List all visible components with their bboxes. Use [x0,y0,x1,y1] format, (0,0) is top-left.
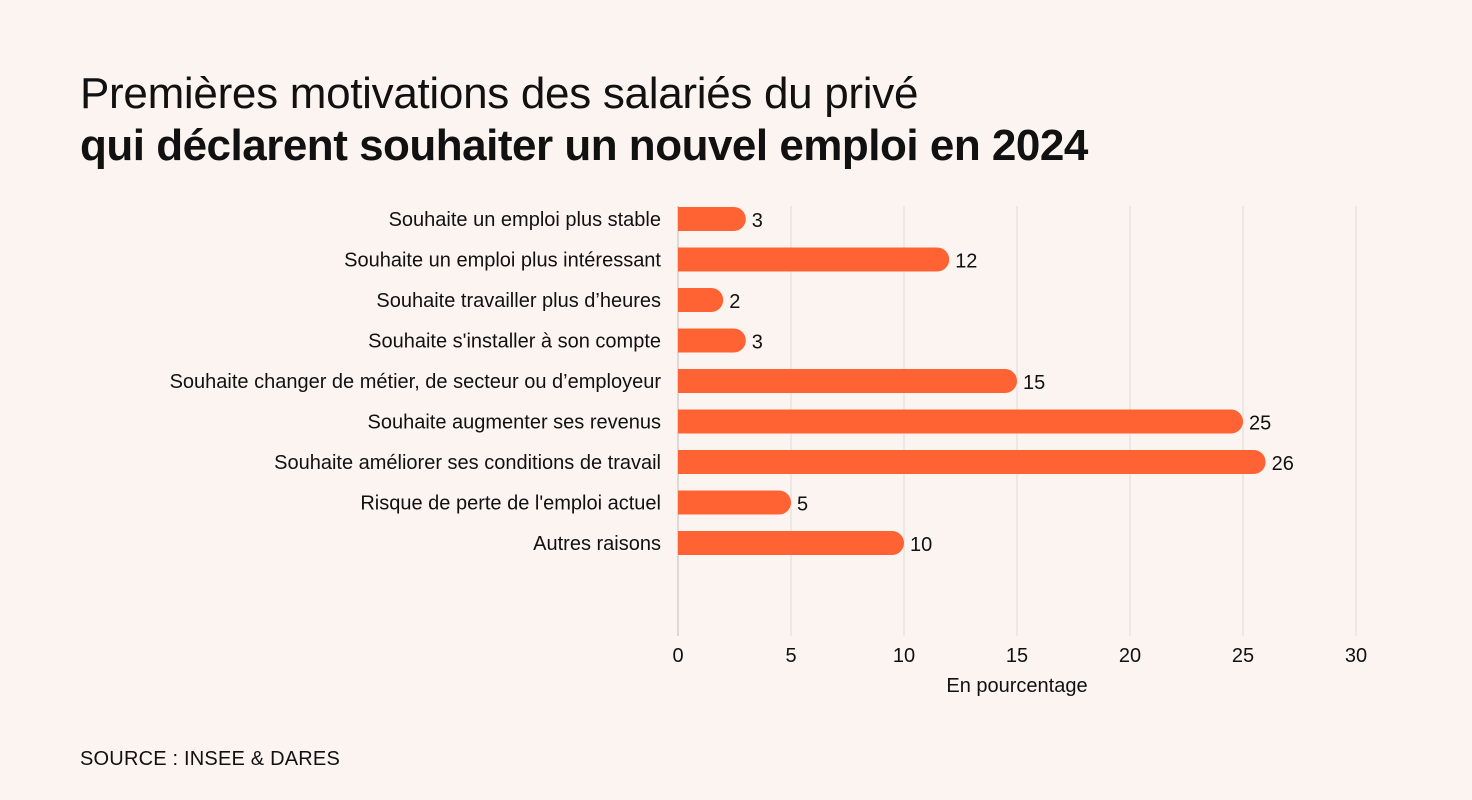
bar [678,450,1266,474]
category-label: Souhaite augmenter ses revenus [367,412,661,434]
bar [678,490,791,515]
x-tick-label: 5 [785,645,796,667]
category-label: Autres raisons [533,533,661,555]
bar-square-end [678,409,690,434]
value-label: 12 [955,251,977,273]
bar-square-end [678,490,690,515]
category-label: Souhaite améliorer ses conditions de tra… [274,452,661,474]
bar [678,328,746,353]
value-label: 15 [1023,372,1045,394]
bar [678,369,1017,393]
value-label: 2 [729,291,740,313]
x-tick-label: 15 [1006,645,1028,667]
bar-square-end [678,288,690,312]
bar [678,409,1243,434]
category-label: Souhaite un emploi plus stable [389,209,661,231]
value-label: 3 [752,332,763,354]
x-tick-label: 25 [1232,645,1254,667]
value-label: 3 [752,210,763,232]
value-label: 25 [1249,413,1271,435]
x-axis-title: En pourcentage [946,675,1087,697]
chart-title: Premières motivations des salariés du pr… [80,68,1088,172]
bar-square-end [678,207,690,231]
bar-square-end [678,531,690,555]
value-label: 26 [1272,453,1294,475]
category-label: Souhaite travailler plus d’heures [376,290,661,312]
bar [678,247,950,272]
bar-square-end [678,328,690,353]
bar [678,531,904,555]
category-label: Souhaite un emploi plus intéressant [344,250,661,272]
x-tick-label: 10 [893,645,915,667]
value-label: 5 [797,494,808,516]
title-line-1: Premières motivations des salariés du pr… [80,69,919,118]
x-tick-label: 30 [1345,645,1367,667]
source-note: SOURCE : INSEE & DARES [80,748,341,770]
bar-square-end [678,247,690,272]
x-tick-label: 20 [1119,645,1141,667]
bar-square-end [678,369,690,393]
category-label: Souhaite changer de métier, de secteur o… [170,371,662,393]
category-label: Souhaite s'installer à son compte [368,331,661,353]
category-label: Risque de perte de l'emploi actuel [360,493,661,515]
bar-square-end [678,450,690,474]
title-line-2: qui déclarent souhaiter un nouvel emploi… [80,121,1088,170]
bar [678,207,746,231]
x-tick-label: 0 [672,645,683,667]
value-label: 10 [910,534,932,556]
